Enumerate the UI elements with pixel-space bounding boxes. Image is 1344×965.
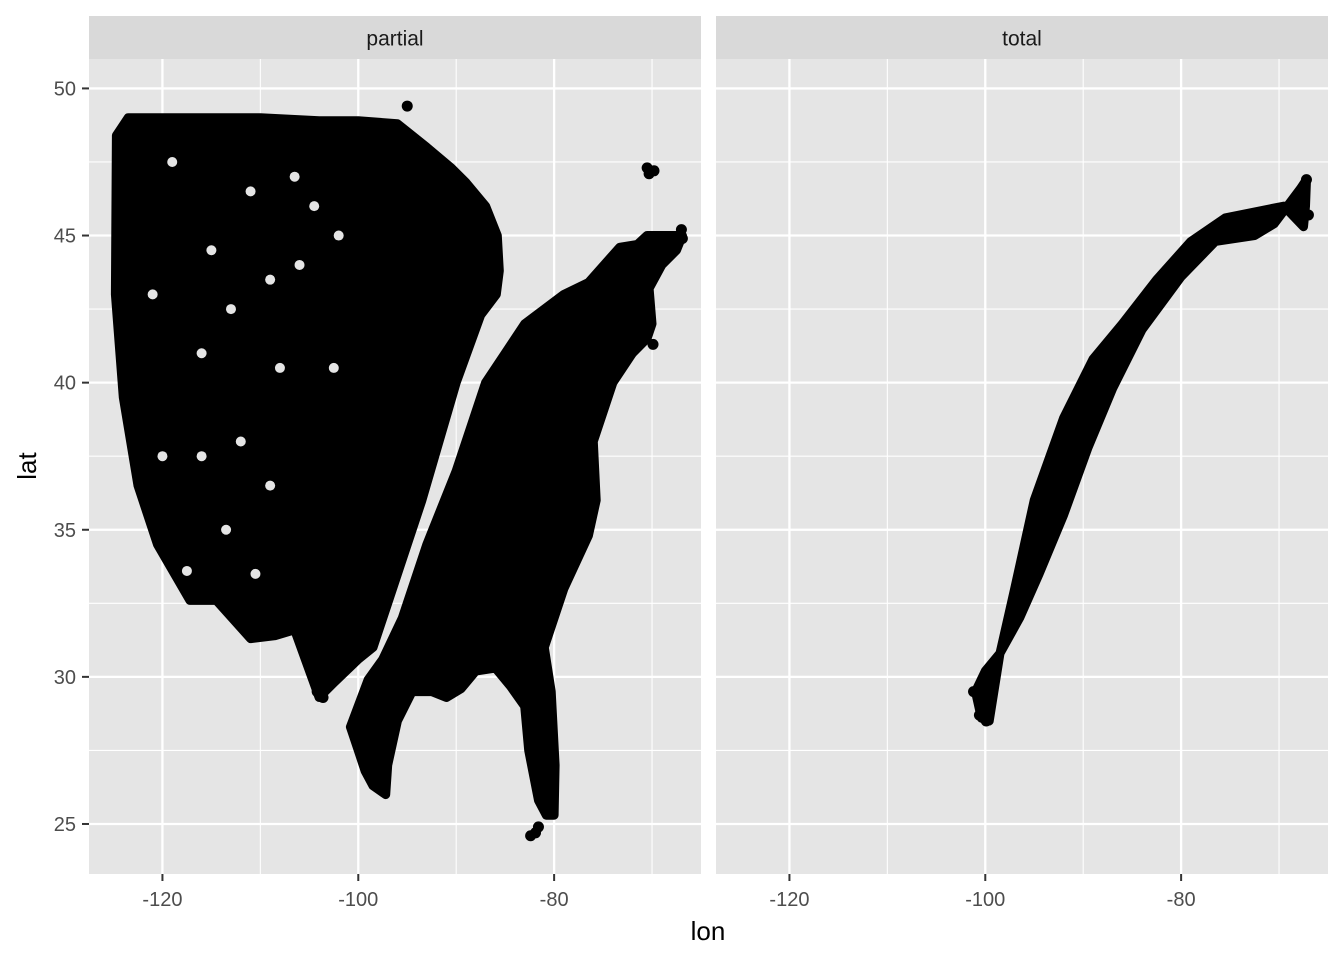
y-tick-label: 40 xyxy=(54,373,76,395)
data-point xyxy=(676,224,687,235)
sparse-gap xyxy=(197,348,207,358)
x-tick-label: -120 xyxy=(142,889,182,911)
facet-panel-total: total -120 -100 -80 xyxy=(716,16,1328,911)
data-point xyxy=(1147,283,1158,294)
sparse-gap xyxy=(275,363,285,373)
sparse-gap xyxy=(221,525,231,535)
y-tick-label: 25 xyxy=(54,814,76,836)
facet-strip-label: total xyxy=(1002,28,1042,51)
x-tick-label: -80 xyxy=(1167,889,1196,911)
sparse-gap xyxy=(236,436,246,446)
sparse-gap xyxy=(167,157,177,167)
sparse-gap xyxy=(329,363,339,373)
data-point xyxy=(1303,209,1314,220)
sparse-gap xyxy=(206,245,216,255)
sparse-gap xyxy=(197,451,207,461)
data-point xyxy=(648,339,659,350)
y-tick-label: 50 xyxy=(54,78,76,100)
sparse-gap xyxy=(309,201,319,211)
x-axis-title: lon xyxy=(691,916,726,946)
sparse-gap xyxy=(246,186,256,196)
sparse-gap xyxy=(295,260,305,270)
data-point xyxy=(402,101,413,112)
sparse-gap xyxy=(157,451,167,461)
panel-background xyxy=(716,59,1328,874)
y-axis-title: lat xyxy=(12,451,42,479)
sparse-gap xyxy=(265,481,275,491)
sparse-gap xyxy=(148,289,158,299)
sparse-gap xyxy=(226,304,236,314)
sparse-gap xyxy=(334,231,344,241)
y-tick-label: 35 xyxy=(54,520,76,542)
data-point xyxy=(648,165,659,176)
x-tick-label: -120 xyxy=(769,889,809,911)
sparse-gap xyxy=(290,172,300,182)
data-point xyxy=(981,716,992,727)
data-point xyxy=(312,686,323,697)
sparse-gap xyxy=(265,275,275,285)
sparse-gap xyxy=(250,569,260,579)
data-point xyxy=(533,821,544,832)
sparse-gap xyxy=(182,566,192,576)
y-tick-label: 30 xyxy=(54,667,76,689)
x-tick-label: -80 xyxy=(540,889,569,911)
y-tick-label: 45 xyxy=(54,226,76,248)
data-point xyxy=(1301,174,1312,185)
x-tick-label: -100 xyxy=(965,889,1005,911)
x-tick-label: -100 xyxy=(338,889,378,911)
facet-strip-label: partial xyxy=(366,28,423,51)
data-point xyxy=(968,686,979,697)
facet-panel-partial: partial -120 -100 -80 25 30 35 40 45 50 xyxy=(54,16,701,911)
data-point xyxy=(1197,230,1208,241)
